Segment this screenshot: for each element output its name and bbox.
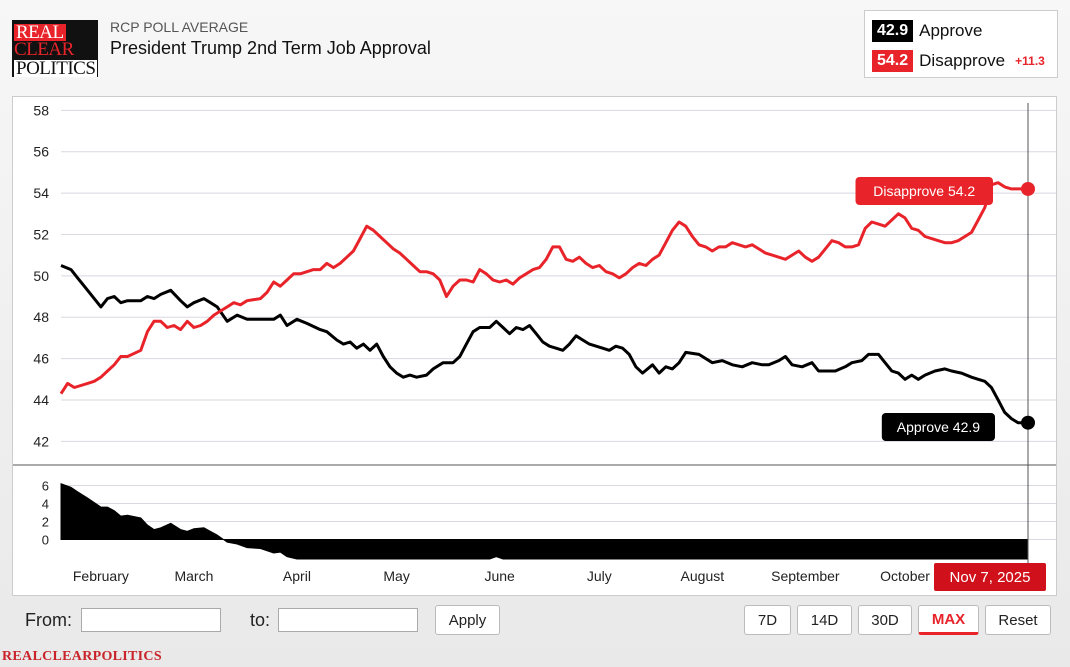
spread-tick-label: 4 <box>42 497 49 512</box>
legend-approve[interactable]: 42.9 Approve <box>872 19 982 43</box>
legend-disapprove-value: 54.2 <box>872 50 914 72</box>
date-controls: From: to: Apply 7D 14D 30D MAX Reset <box>12 598 1057 642</box>
spread-tick-label: 0 <box>42 533 49 548</box>
x-tick-label: September <box>771 568 840 584</box>
y-tick-label: 48 <box>33 309 49 325</box>
legend-spread: +11.3 <box>1015 54 1045 68</box>
y-tick-label: 52 <box>33 226 49 242</box>
logo-line-politics: POLITICS <box>14 58 98 79</box>
approve-end-marker <box>1021 415 1035 430</box>
y-tick-label: 56 <box>33 144 49 160</box>
header-kicker: RCP POLL AVERAGE <box>110 19 249 35</box>
to-date-input[interactable] <box>278 608 418 632</box>
approve-annotation: Approve 42.9 <box>897 419 980 435</box>
logo-line-real: REAL <box>14 22 66 43</box>
x-tick-label: October <box>880 568 930 584</box>
disapprove-annotation-bg <box>855 177 993 205</box>
footer-logo[interactable]: REALCLEARPOLITICS <box>2 649 162 664</box>
x-tick-label: May <box>383 568 409 584</box>
x-tick-label: February <box>73 568 129 584</box>
approve-annotation-bg <box>881 413 995 441</box>
disapprove-end-marker <box>1021 181 1035 196</box>
legend-approve-value: 42.9 <box>872 20 914 42</box>
chart-container[interactable]: 42 44 46 48 50 52 54 56 58 0 2 4 6 Disapprove 54.2 App… <box>12 96 1057 596</box>
spread-area <box>60 482 1029 560</box>
crosshair-date-bg <box>934 563 1046 591</box>
disapprove-annotation: Disapprove 54.2 <box>873 183 975 199</box>
x-tick-label: April <box>283 568 311 584</box>
reset-button[interactable]: Reset <box>985 605 1051 635</box>
x-tick-label: August <box>681 568 725 584</box>
series-line-disapprove <box>59 181 1028 395</box>
x-tick-label: June <box>484 568 515 584</box>
legend-disapprove-label: Disapprove <box>919 51 1006 70</box>
x-tick-label: July <box>587 568 612 584</box>
y-tick-label: 42 <box>33 433 49 449</box>
to-label: to: <box>250 610 271 630</box>
apply-button[interactable]: Apply <box>435 605 500 635</box>
y-tick-label: 44 <box>33 392 49 408</box>
range-7d-button[interactable]: 7D <box>744 605 791 635</box>
series-line-approve <box>60 264 1028 425</box>
page-title: President Trump 2nd Term Job Approval <box>110 38 431 58</box>
x-tick-label: March <box>174 568 213 584</box>
y-tick-label: 50 <box>33 268 49 284</box>
legend-approve-label: Approve <box>919 21 983 40</box>
logo-line-clear: CLEAR <box>14 39 74 60</box>
range-30d-button[interactable]: 30D <box>858 605 912 635</box>
legend-box: 42.9 Approve 54.2 Disapprove +11.3 <box>864 10 1058 78</box>
legend-disapprove[interactable]: 54.2 Disapprove +11.3 <box>872 49 1045 73</box>
y-tick-label: 46 <box>33 351 49 367</box>
spread-tick-label: 2 <box>42 515 49 530</box>
y-tick-label: 58 <box>33 102 49 118</box>
from-date-input[interactable] <box>81 608 221 632</box>
rcp-logo[interactable]: REAL CLEAR POLITICS <box>12 20 98 79</box>
spread-tick-label: 6 <box>42 479 49 494</box>
range-14d-button[interactable]: 14D <box>797 605 852 635</box>
range-max-button[interactable]: MAX <box>918 605 979 635</box>
from-label: From: <box>25 610 72 630</box>
crosshair-date-label: Nov 7, 2025 <box>950 569 1031 586</box>
y-tick-label: 54 <box>33 185 49 201</box>
